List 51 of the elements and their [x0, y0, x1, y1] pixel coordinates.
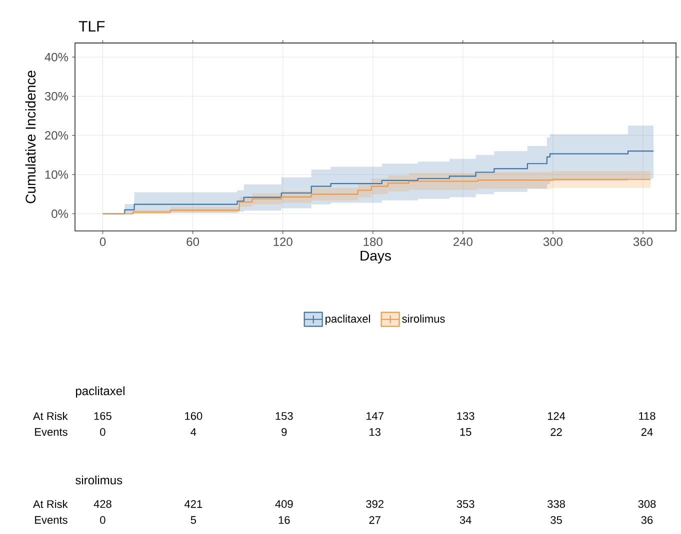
text: 9	[282, 428, 287, 436]
text: 124	[548, 412, 566, 420]
text: 338	[548, 500, 565, 508]
legend-label: paclitaxel	[326, 314, 370, 325]
text: 147	[366, 412, 384, 420]
text: paclitaxel	[76, 386, 124, 398]
chart-title: TLF	[78, 21, 105, 32]
y-axis-title: Cumulative Incidence	[25, 70, 36, 204]
text: 421	[184, 500, 202, 508]
y-tick-label: 30%	[44, 92, 68, 100]
text: 16	[278, 516, 290, 524]
text: 308	[638, 500, 656, 508]
x-tick-label: 240	[454, 238, 472, 246]
x-tick-label: 60	[186, 238, 200, 246]
text: 133	[457, 412, 474, 420]
text: 5	[190, 516, 196, 524]
text: 15	[460, 428, 472, 436]
text: 24	[641, 428, 653, 436]
y-tick-label: 40%	[44, 52, 68, 62]
text: 165	[94, 412, 112, 420]
text: sirolimus	[76, 476, 122, 484]
text: 35	[550, 516, 562, 524]
text: 409	[275, 500, 293, 508]
text: 34	[460, 516, 472, 524]
text: 22	[550, 428, 562, 436]
text: 153	[276, 412, 293, 420]
text: 428	[94, 500, 112, 508]
text: 392	[366, 500, 384, 508]
category-label: Events	[35, 516, 68, 524]
x-axis-title: Days	[360, 250, 391, 264]
text: 13	[370, 428, 380, 436]
text: 118	[639, 412, 656, 420]
x-tick-label: 0	[100, 238, 106, 246]
y-tick-label: 0%	[52, 210, 68, 218]
category-label: Events	[35, 428, 68, 436]
text: 160	[185, 412, 202, 420]
x-tick-label: 300	[543, 238, 562, 246]
text: 27	[369, 516, 380, 524]
text: 36	[641, 516, 653, 524]
y-tick-label: 10%	[45, 170, 68, 179]
text: 0	[100, 516, 106, 524]
y-tick-label: 20%	[45, 131, 68, 140]
x-tick-label: 120	[274, 238, 292, 246]
category-label: At Risk	[32, 412, 68, 420]
x-tick-label: 180	[364, 238, 382, 246]
text: 0	[100, 428, 106, 436]
x-tick-label: 360	[633, 238, 653, 246]
category-label: At Risk	[32, 500, 68, 508]
legend-label: sirolimus	[402, 314, 445, 323]
text: 353	[456, 500, 474, 508]
text: 4	[190, 428, 196, 436]
